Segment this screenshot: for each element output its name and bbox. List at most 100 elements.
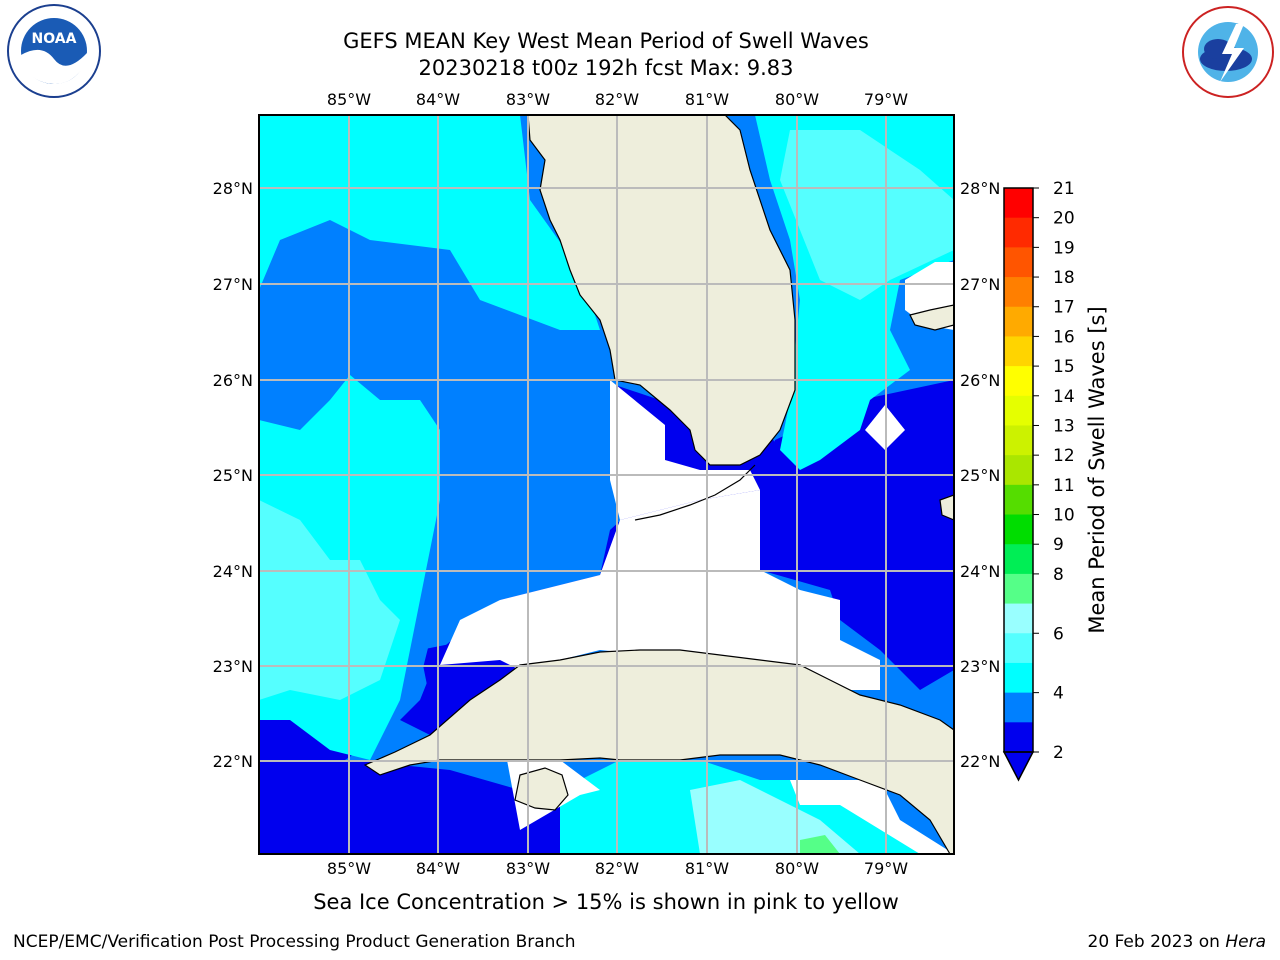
- no-data-east-cuba: [790, 780, 954, 854]
- colorbar-swatch: [1004, 692, 1033, 723]
- chart-title-line1: GEFS MEAN Key West Mean Period of Swell …: [343, 29, 869, 53]
- lon-labels-top: 85°W 84°W 83°W 82°W 81°W 80°W 79°W: [327, 90, 908, 109]
- lon-label: 84°W: [416, 859, 460, 878]
- lon-label: 84°W: [416, 90, 460, 109]
- no-data-straits: [440, 490, 880, 690]
- andros-land: [939, 494, 954, 521]
- colorbar-swatch: [1004, 366, 1033, 397]
- colorbar-tick-label: 4: [1053, 684, 1064, 704]
- colorbar-swatch: [1004, 306, 1033, 337]
- lon-label: 85°W: [327, 859, 371, 878]
- light-cyan-region-atlantic: [780, 130, 954, 300]
- footer-date: 20 Feb 2023 on Hera: [1088, 932, 1266, 952]
- lon-labels-bottom: 85°W 84°W 83°W 82°W 81°W 80°W 79°W: [327, 859, 908, 878]
- lon-label: 82°W: [595, 859, 639, 878]
- colorbar-extension: [1002, 751, 1035, 782]
- map-frame: [258, 114, 955, 855]
- noaa-logo: NOAA: [7, 4, 101, 98]
- lat-label: 23°N: [213, 657, 253, 676]
- lat-label: 24°N: [960, 562, 1000, 581]
- lon-label: 80°W: [775, 859, 819, 878]
- colorbar-tick-label: 6: [1053, 624, 1064, 644]
- colorbar-swatch: [1004, 603, 1033, 634]
- colorbar-swatch: [1004, 277, 1033, 308]
- lon-label: 83°W: [506, 90, 550, 109]
- footer-host: Hera: [1225, 932, 1266, 952]
- lat-label: 28°N: [213, 179, 253, 198]
- colorbar-tick-label: 10: [1053, 506, 1075, 526]
- colorbar-label: Mean Period of Swell Waves [s]: [1085, 306, 1109, 634]
- colorbar-swatch: [1004, 247, 1033, 278]
- green-region-south: [800, 835, 840, 854]
- isle-of-youth-land: [514, 767, 569, 811]
- cyan-region-north-gulf: [259, 115, 600, 330]
- lon-label: 79°W: [864, 90, 908, 109]
- florida-keys: [634, 464, 756, 521]
- colorbar-swatch: [1004, 722, 1033, 753]
- colorbar-tick-label: 11: [1053, 476, 1075, 496]
- colorbar-tick-label: 14: [1053, 387, 1075, 407]
- lat-label: 23°N: [960, 657, 1000, 676]
- sea-ice-note: Sea Ice Concentration > 15% is shown in …: [313, 890, 899, 914]
- lon-label: 85°W: [327, 90, 371, 109]
- noaa-logo-text: NOAA: [32, 31, 77, 47]
- lat-labels-right: 28°N 27°N 26°N 25°N 24°N 23°N 22°N: [960, 179, 1000, 771]
- lon-label: 81°W: [685, 859, 729, 878]
- nws-logo: [1182, 6, 1274, 98]
- colorbar-swatch: [1004, 425, 1033, 456]
- lon-label: 83°W: [506, 859, 550, 878]
- lat-label: 27°N: [213, 275, 253, 294]
- pale-cyan-region-south: [690, 780, 860, 854]
- colorbar-swatch: [1004, 188, 1033, 219]
- colorbar-tick-label: 21: [1053, 179, 1075, 199]
- no-data-keys: [610, 380, 760, 520]
- chart-title-line2: 20230218 t00z 192h fcst Max: 9.83: [418, 56, 794, 80]
- lat-label: 25°N: [960, 466, 1000, 485]
- lon-label: 79°W: [864, 859, 908, 878]
- colorbar-tick-label: 17: [1053, 298, 1075, 318]
- florida-land: [527, 115, 796, 466]
- lat-label: 25°N: [213, 466, 253, 485]
- colorbar-tick-label: 18: [1053, 268, 1075, 288]
- colorbar-tick-label: 8: [1053, 565, 1064, 585]
- colorbar-tick-label: 15: [1053, 357, 1075, 377]
- colorbar-tick-label: 16: [1053, 327, 1075, 347]
- lat-label: 27°N: [960, 275, 1000, 294]
- light-cyan-region-west: [259, 500, 400, 700]
- colorbar-swatch: [1004, 395, 1033, 426]
- colorbar-swatch: [1004, 514, 1033, 545]
- colorbar-swatch: [1004, 217, 1033, 248]
- colorbar: 21 20 19 18 17 16 15 14 13 12 11 10 9 8 6 4 2: [1002, 179, 1075, 782]
- bahamas-land: [909, 304, 954, 331]
- colorbar-swatch: [1004, 633, 1033, 664]
- colorbar-tick-label: 19: [1053, 238, 1075, 258]
- colorbar-frame: [1003, 187, 1034, 753]
- footer-branch: NCEP/EMC/Verification Post Processing Pr…: [13, 932, 576, 952]
- lat-label: 22°N: [960, 752, 1000, 771]
- lat-label: 22°N: [213, 752, 253, 771]
- lat-label: 26°N: [213, 371, 253, 390]
- lat-label: 24°N: [213, 562, 253, 581]
- map-plot-area: [259, 115, 954, 854]
- lat-labels-left: 28°N 27°N 26°N 25°N 24°N 23°N 22°N: [213, 179, 253, 771]
- lon-label: 82°W: [595, 90, 639, 109]
- colorbar-swatch: [1004, 662, 1033, 694]
- colorbar-tick-label: 20: [1053, 209, 1075, 229]
- colorbar-swatch: [1004, 573, 1033, 605]
- colorbar-swatch: [1004, 484, 1033, 516]
- lon-label: 80°W: [775, 90, 819, 109]
- footer-date-text: 20 Feb 2023 on: [1087, 932, 1226, 952]
- colorbar-tick-label: 2: [1053, 743, 1064, 763]
- lat-label: 28°N: [960, 179, 1000, 198]
- colorbar-tick-label: 9: [1053, 535, 1064, 555]
- dark-blue-region-south: [259, 760, 600, 854]
- colorbar-swatch: [1004, 336, 1033, 367]
- colorbar-swatch: [1004, 544, 1033, 575]
- colorbar-swatch: [1004, 455, 1033, 486]
- colorbar-tick-label: 13: [1053, 416, 1075, 436]
- colorbar-tick-label: 12: [1053, 446, 1075, 466]
- lon-label: 81°W: [685, 90, 729, 109]
- map-grid: [259, 115, 954, 854]
- lat-label: 26°N: [960, 371, 1000, 390]
